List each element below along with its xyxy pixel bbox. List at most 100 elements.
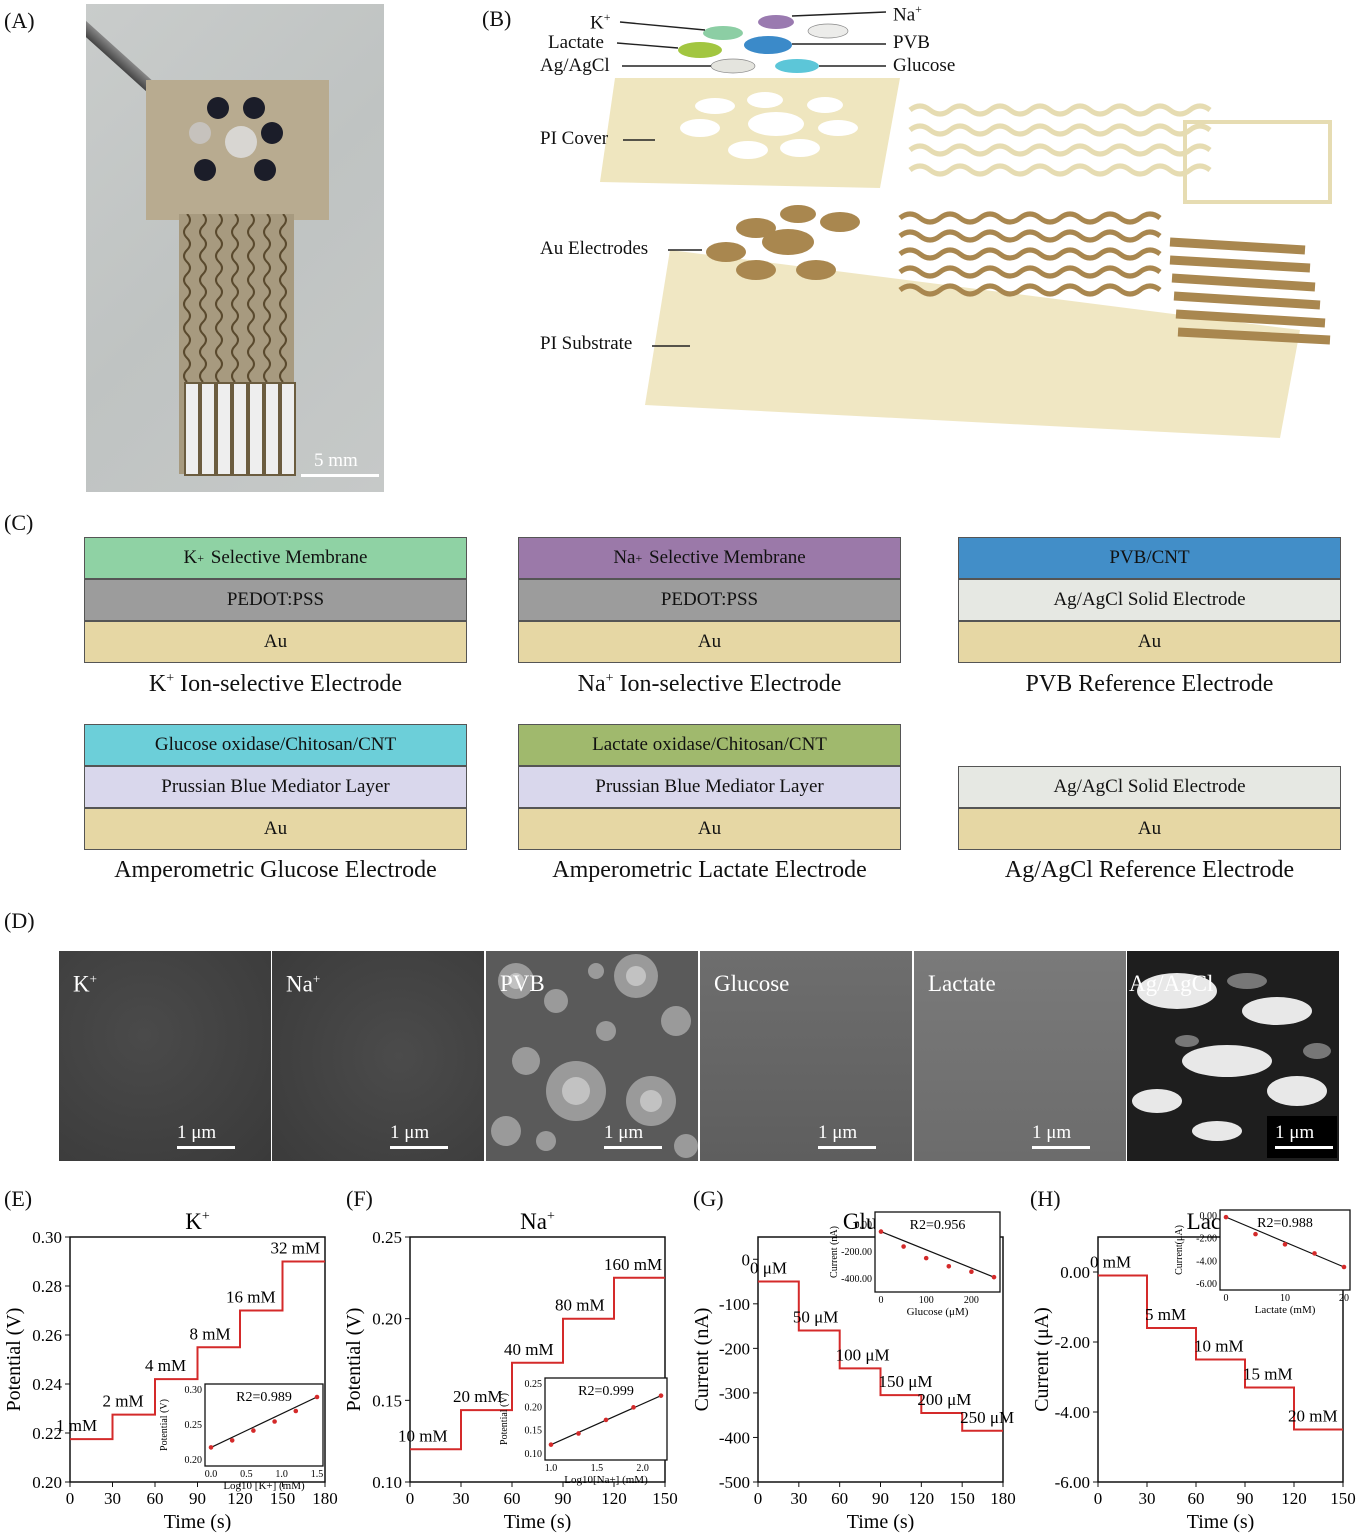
inset-point (548, 1442, 554, 1447)
electrode-dot (243, 97, 265, 119)
inset-x-tick-label: 20 (1339, 1293, 1349, 1304)
inset-y-tick-label: -400.00 (841, 1274, 872, 1285)
electrode-dot (261, 122, 283, 144)
label-agagcl: Ag/AgCl (540, 55, 610, 76)
sem-pvb-texture (491, 954, 698, 1158)
inset-point (251, 1428, 256, 1433)
y-tick-label: 0.15 (372, 1391, 402, 1410)
inset-point (1312, 1251, 1317, 1256)
contact-pad (216, 382, 232, 476)
step-label: 20 mM (1288, 1407, 1338, 1426)
x-tick-label: 0 (66, 1489, 75, 1508)
step-label: 100 μM (836, 1345, 890, 1364)
y-tick-label: -6.00 (1055, 1473, 1090, 1492)
chart-lactate: Lactate03060901201500.00-2.00-4.00-6.00T… (1031, 1209, 1356, 1533)
inset-y-tick-label: 0.10 (525, 1449, 543, 1460)
x-tick-label: 90 (872, 1489, 889, 1508)
sem-na: Na+ 1 μm (272, 951, 484, 1161)
inset-y-tick-label: -2.00 (1196, 1234, 1217, 1245)
x-tick-label: 30 (790, 1489, 807, 1508)
electrode-dot (254, 159, 276, 181)
pvb-white-ellipse (807, 23, 849, 39)
y-axis-label: Current (μA) (1031, 1307, 1053, 1412)
pvb-cnt-layer: PVB/CNT (958, 537, 1341, 579)
y-tick-label: 0.30 (32, 1228, 62, 1247)
step-label: 0 mM (1090, 1253, 1131, 1272)
ag-electrode-name: Ag/AgCl Reference Electrode (1004, 857, 1295, 883)
sem-lactate-scale-label: 1 μm (1032, 1122, 1072, 1143)
step-label: 1 mM (56, 1416, 97, 1435)
lactate-electrode-name: Amperometric Lactate Electrode (552, 857, 867, 883)
inset-x-tick-label: 0.0 (205, 1469, 218, 1480)
k-membrane-layer: K + Selective Membrane (84, 537, 467, 579)
inset-y-tick-label: 0.20 (185, 1455, 203, 1466)
y-tick-label: 0.28 (32, 1277, 62, 1296)
electrode-dot (225, 126, 257, 158)
agagcl-ellipse (710, 58, 756, 74)
na-pedot-layer: PEDOT:PSS (518, 579, 901, 621)
y-axis-label: Potential (V) (3, 1308, 25, 1412)
x-axis-label: Time (s) (1187, 1511, 1255, 1533)
device-photo: 5 mm (86, 4, 384, 492)
sem-glucose-label: Glucose (714, 971, 790, 996)
x-tick-label: 180 (312, 1489, 338, 1508)
ag-agagcl-layer: Ag/AgCl Solid Electrode (958, 766, 1341, 808)
label-au-electrodes: Au Electrodes (540, 238, 649, 259)
sem-agagcl-scale-box (1267, 1116, 1337, 1158)
inset-x-tick-label: 0 (1224, 1293, 1229, 1304)
step-label: 160 mM (604, 1255, 662, 1274)
inset-plot: R2=0.956 0 100 200 0.00 -200.00 -400.00 Glucose… (829, 1211, 1001, 1318)
scale-bar-label: 5 mm (314, 450, 358, 471)
sem-agagcl-texture (1132, 973, 1331, 1141)
serpentine-traces (183, 213, 287, 383)
panel-label-f: (F) (346, 1186, 373, 1211)
x-tick-label: 150 (1330, 1489, 1356, 1508)
step-label: 4 mM (145, 1356, 186, 1375)
inset-r2: R2=0.989 (236, 1390, 292, 1405)
pvb-agagcl-layer: Ag/AgCl Solid Electrode (958, 579, 1341, 621)
step-label: 5 mM (1145, 1305, 1186, 1324)
inset-point (229, 1438, 235, 1443)
inset-point (923, 1255, 929, 1261)
label-glucose: Glucose (893, 55, 956, 76)
sem-pvb: PVB 1 μm (486, 951, 698, 1161)
x-axis-label: Time (s) (164, 1511, 232, 1533)
x-axis-label: Time (s) (847, 1511, 915, 1533)
inset-point (878, 1229, 884, 1234)
plot-frame (409, 1236, 666, 1483)
au-electrode-layer (706, 205, 1331, 345)
step-trace (70, 1260, 325, 1441)
k-au-layer: Au (84, 621, 467, 663)
inset-x-label: Glucose (μM) (907, 1306, 969, 1318)
x-tick-label: 150 (949, 1489, 975, 1508)
inset-r2: R2=0.988 (1257, 1216, 1313, 1231)
y-tick-label: -200 (719, 1339, 750, 1358)
inset-point (969, 1269, 974, 1275)
lactate-pb-layer: Prussian Blue Mediator Layer (518, 766, 901, 808)
x-tick-label: 0 (1094, 1489, 1103, 1508)
sem-lactate-label: Lactate (928, 971, 996, 996)
step-label: 200 μM (917, 1390, 971, 1409)
step-label: 10 mM (1194, 1337, 1244, 1356)
step-trace (1098, 1274, 1343, 1431)
x-tick-label: 120 (227, 1489, 253, 1508)
contact-pad (184, 382, 200, 476)
panel-label-a: (A) (4, 8, 35, 33)
step-label: 250 μM (960, 1408, 1014, 1427)
y-tick-label: -4.00 (1055, 1403, 1090, 1422)
y-tick-label: 0.00 (1060, 1263, 1090, 1282)
chart-k: K+ 0 30 60 90 120 150 180 0.20 0.22 0.24 0.26 0.28 0.… (3, 1209, 338, 1533)
y-tick-label: 0.20 (32, 1473, 62, 1492)
inset-y-tick-label: 0.00 (1200, 1211, 1218, 1222)
step-label: 0 μM (750, 1259, 787, 1278)
inset-y-label: Potential (V) (159, 1399, 170, 1451)
pvb-ellipse (744, 36, 792, 54)
x-axis-label: Time (s) (504, 1511, 572, 1533)
inset-x-label: Log10 [K+] (mM) (223, 1480, 305, 1492)
inset-x-label: Log10[Na+] (mM) (564, 1474, 648, 1486)
x-tick-label: 90 (555, 1489, 572, 1508)
inset-x-tick-label: 200 (964, 1295, 979, 1306)
inset-y-tick-label: 0.25 (185, 1420, 203, 1431)
inset-x-tick-label: 1.0 (545, 1463, 558, 1474)
step-label: 80 mM (555, 1296, 605, 1315)
